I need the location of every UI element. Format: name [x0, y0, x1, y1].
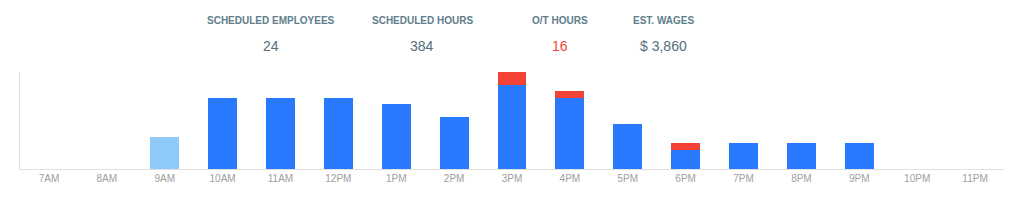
svg-text:9AM: 9AM: [154, 173, 175, 184]
svg-text:5PM: 5PM: [617, 173, 638, 184]
svg-text:SCHEDULED EMPLOYEES: SCHEDULED EMPLOYEES: [207, 15, 335, 26]
svg-text:1PM: 1PM: [386, 173, 407, 184]
svg-text:8AM: 8AM: [97, 173, 118, 184]
svg-text:9PM: 9PM: [849, 173, 870, 184]
svg-text:12PM: 12PM: [325, 173, 351, 184]
svg-text:2PM: 2PM: [444, 173, 465, 184]
svg-text:4PM: 4PM: [560, 173, 581, 184]
svg-text:$ 3,860: $ 3,860: [640, 38, 687, 54]
svg-text:6PM: 6PM: [675, 173, 696, 184]
svg-text:O/T HOURS: O/T HOURS: [532, 15, 588, 26]
svg-text:SCHEDULED HOURS: SCHEDULED HOURS: [372, 15, 473, 26]
svg-text:7PM: 7PM: [733, 173, 754, 184]
svg-text:8PM: 8PM: [791, 173, 812, 184]
svg-text:10PM: 10PM: [904, 173, 930, 184]
svg-text:24: 24: [263, 38, 279, 54]
svg-text:16: 16: [552, 38, 568, 54]
svg-text:3PM: 3PM: [502, 173, 523, 184]
svg-text:11PM: 11PM: [962, 173, 987, 184]
svg-text:EST. WAGES: EST. WAGES: [633, 15, 694, 26]
svg-text:7AM: 7AM: [39, 173, 60, 184]
svg-text:11AM: 11AM: [268, 173, 293, 184]
svg-text:10AM: 10AM: [210, 173, 236, 184]
svg-text:384: 384: [410, 38, 434, 54]
